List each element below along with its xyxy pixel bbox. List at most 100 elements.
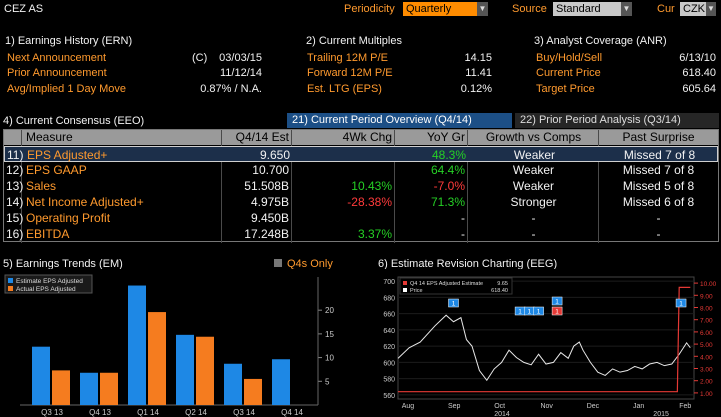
price-tick-label: 640 [383,328,395,335]
marker-box [551,296,563,306]
bar-actual [100,372,118,405]
revision-marker: 1 [551,296,563,306]
plot-frame [397,276,695,400]
cell-measure[interactable]: EPS Adjusted+ [27,148,108,162]
marker-box [448,298,459,308]
currency-dropdown[interactable]: CZK [680,2,706,16]
price-tick-label: 600 [383,360,395,367]
current-price-value: 618.40 [682,67,716,79]
cell-yoy: 48.3% [431,148,466,162]
cell-yoy: 71.3% [430,195,465,209]
cell-growth: Weaker [512,179,555,193]
earnings-trends-chart-panel: 5 10 15 20 Q3 13 Q4 13 Q1 14 Q2 14 Q3 14 Q4 14 Est… [0,269,370,417]
marker-label: 1 [452,301,456,308]
buy-hold-sell-label: Buy/Hold/Sell [536,52,603,64]
consensus-title[interactable]: 4) Current Consensus (EEO) [3,115,145,127]
analyst-coverage-title[interactable]: 3) Analyst Coverage (ANR) [534,35,667,47]
cell-measure[interactable]: Sales [26,179,57,193]
marker-label: 1 [679,301,683,308]
forward-pe-label: Forward 12M P/E [307,67,393,79]
cell-measure[interactable]: EPS GAAP [26,163,87,177]
periodicity-dropdown[interactable]: Quarterly [403,2,477,16]
tab-current-period[interactable]: 21) Current Period Overview (Q4/14) [287,113,512,128]
chart-legend: Q4 14 EPS Adjusted Estimate 9.65 Price 618.… [399,277,513,295]
revision-marker: 1 [524,306,535,316]
cell-yoy: - [461,227,465,241]
cell-surprise: - [656,227,661,241]
revision-chart-panel: 700 680 660 640 620 600 580 560 10.00 9.00 8.00 7.0… [376,269,721,417]
table-row[interactable]: 12) EPS GAAP 10.700 64.4% Weaker Missed 7 of … [4,162,718,178]
revision-chart-title[interactable]: 6) Estimate Revision Charting (EEG) [378,258,558,270]
next-announcement-label: Next Announcement [7,52,107,64]
revision-marker: 1 [514,306,526,316]
table-row[interactable]: 15) Operating Profit 9.450B - - - [4,210,718,226]
estimate-tick-label: 4.00 [700,354,713,361]
trailing-pe-value: 14.15 [464,52,492,64]
col-header-surprise[interactable]: Past Surprise [599,130,718,145]
q4s-only-toggle[interactable]: Q4s Only [287,258,333,270]
marker-box [533,306,544,316]
bar-actual [52,370,70,405]
cell-num: 16) [6,227,24,241]
forward-pe-value: 11.41 [465,67,492,79]
chevron-down-icon[interactable]: ▼ [706,2,716,16]
cell-surprise: - [656,211,661,225]
earnings-trends-title[interactable]: 5) Earnings Trends (EM) [3,258,123,270]
cell-measure[interactable]: EBITDA [26,227,70,241]
cell-num: 11) [7,148,24,162]
price-tick-label: 680 [383,295,395,302]
legend-label: Actual EPS Adjusted [16,286,76,293]
bar-estimate [272,359,290,405]
cell-num: 12) [6,163,24,177]
cell-growth: Weaker [513,148,556,162]
price-tick-label: 580 [383,377,395,384]
est-ltg-value: 0.12% [460,83,492,95]
estimate-tick-label: 9.00 [700,293,713,300]
bar-actual [196,336,214,405]
table-row[interactable]: 13) Sales 51.508B 10.43% -7.0% Weaker Missed 5… [4,178,718,194]
table-row[interactable]: 14) Net Income Adjusted+ 4.975B -28.38% 71.3… [4,194,718,210]
legend-box [399,277,513,295]
revision-marker: 1 [551,306,563,316]
source-dropdown[interactable]: Standard [553,2,621,16]
cell-measure[interactable]: Operating Profit [26,211,111,225]
revision-marker: 1 [675,298,687,308]
chevron-down-icon[interactable]: ▼ [477,2,488,16]
target-price-value: 605.64 [682,83,716,95]
x-tick-label: Aug [402,403,415,410]
cell-est: 9.450B [250,211,289,225]
legend-value: 9.65 [497,281,508,287]
chevron-down-icon[interactable]: ▼ [621,2,632,16]
x-tick-label: Feb [679,403,691,410]
cell-chg: 10.43% [351,179,392,193]
revision-marker: 1 [533,306,544,316]
cell-yoy: - [461,211,465,225]
source-label: Source [512,3,547,15]
legend-swatch [8,286,13,291]
tab-prior-period[interactable]: 22) Prior Period Analysis (Q3/14) [515,113,719,128]
price-tick-label: 560 [383,393,395,400]
x-tick-label: Q3 14 [233,408,255,417]
prior-announcement-value: 11/12/14 [219,67,262,79]
cell-chg: 3.37% [357,227,392,241]
legend-label: Price [410,288,423,294]
x-tick-label: Q1 14 [137,408,159,417]
table-row[interactable]: 16) EBITDA 17.248B 3.37% - - - [4,226,718,242]
legend-swatch [403,281,407,285]
checkbox-icon[interactable] [274,259,282,267]
col-header-4wk-chg[interactable]: 4Wk Chg [292,130,395,145]
earnings-history-title[interactable]: 1) Earnings History (ERN) [5,35,133,47]
bar-estimate [80,372,98,405]
earnings-trends-chart: 5 10 15 20 Q3 13 Q4 13 Q1 14 Q2 14 Q3 14 Q4 14 Est… [0,269,370,417]
cell-surprise: Missed 7 of 8 [623,148,696,162]
x-tick-label: Q3 13 [41,408,63,417]
cell-measure[interactable]: Net Income Adjusted+ [26,195,144,209]
col-header-growth[interactable]: Growth vs Comps [468,130,599,145]
col-header-yoy[interactable]: YoY Gr [395,130,468,145]
col-header-measure[interactable]: Measure [22,130,222,145]
table-row[interactable]: 11) EPS Adjusted+ 9.650 48.3% Weaker Missed 7… [4,146,718,162]
estimate-tick-label: 5.00 [700,342,713,349]
estimate-tick-label: 7.00 [700,318,713,325]
bar-estimate [32,346,50,405]
col-header-est[interactable]: Q4/14 Est [222,130,292,145]
